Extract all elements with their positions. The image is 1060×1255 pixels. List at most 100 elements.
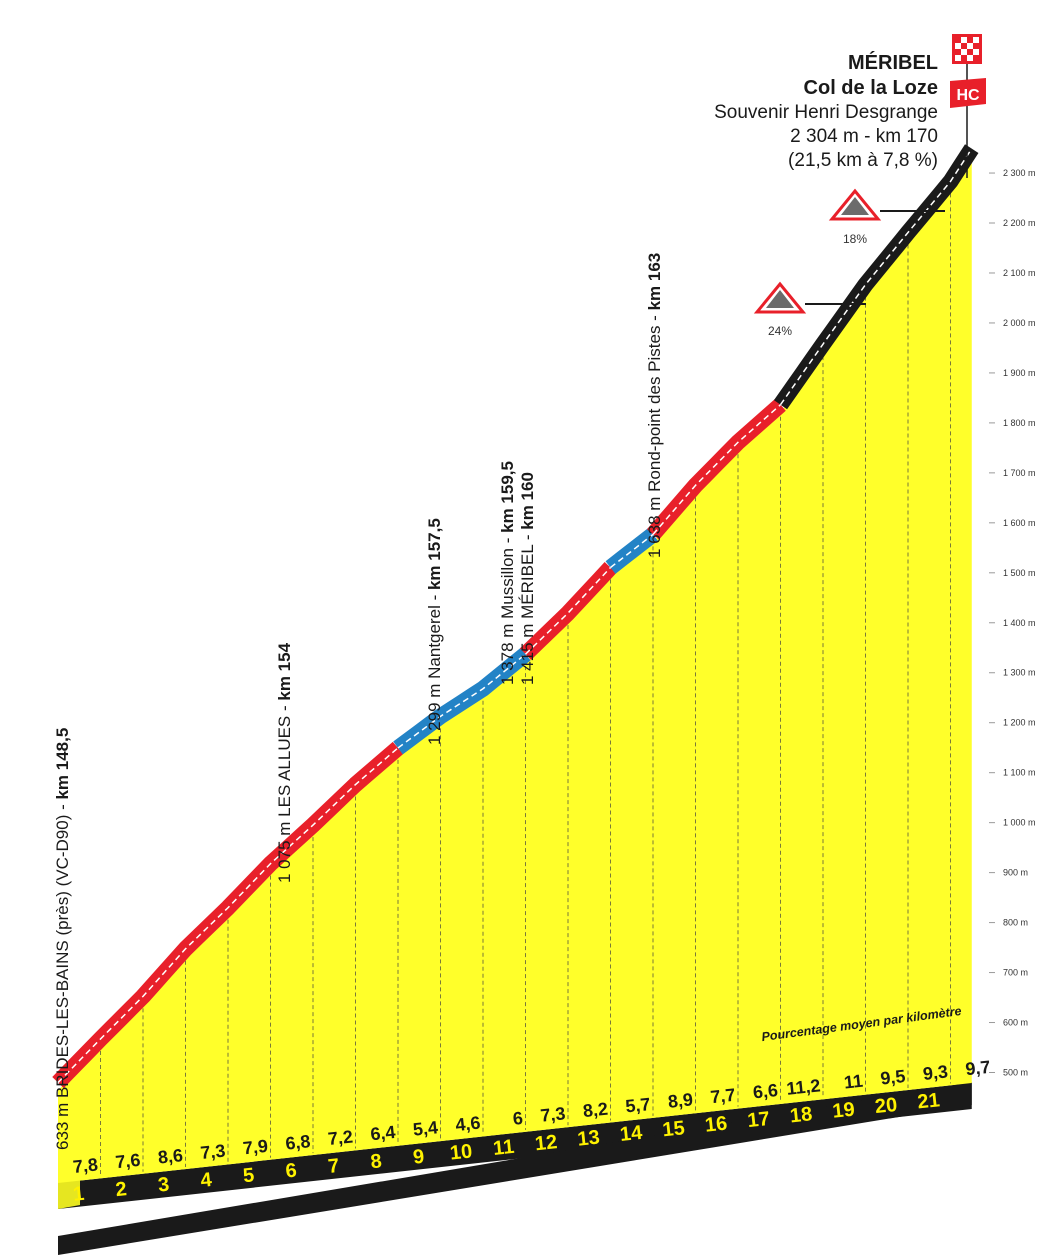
km-number: 1 [72, 1183, 85, 1206]
waypoint-km: km 154 [275, 642, 294, 700]
km-number: 3 [157, 1174, 170, 1197]
road-line [52, 144, 979, 1089]
km-gradient-value: 7,2 [327, 1127, 354, 1150]
axis-tick-label: 1 800 m [1003, 418, 1036, 428]
km-band-bottom [58, 1082, 972, 1255]
waypoint-labels: 633 m BRIDES-LES-BAINS (près) (VC-D90) -… [53, 253, 664, 1150]
km-gradient-value: 6,8 [284, 1131, 311, 1154]
km-number: 16 [704, 1113, 728, 1137]
axis-tick-label: 900 m [1003, 868, 1028, 878]
waypoint-km: km 163 [645, 253, 664, 311]
road-centerline [57, 747, 399, 1084]
waypoint-text: 1 415 m MÉRIBEL - [518, 530, 537, 685]
axis-tick-label: 1 600 m [1003, 518, 1036, 528]
km-number: 19 [831, 1099, 855, 1123]
km-gradient-value: 6 [512, 1108, 524, 1129]
waypoint-text: 1 075 m LES ALLUES - [275, 701, 294, 883]
axis-tick-label: 2 000 m [1003, 318, 1036, 328]
km-gradient-value: 4,6 [454, 1113, 481, 1136]
km-number: 7 [327, 1155, 340, 1178]
km-number: 11 [492, 1136, 515, 1160]
waypoint-km: km 148,5 [53, 728, 72, 800]
steep-marker-label: 24% [768, 324, 792, 338]
waypoint-label: 1 638 m Rond-point des Pistes - km 163 [645, 253, 664, 558]
km-gradient-value: 8,2 [582, 1099, 609, 1122]
axis-tick-label: 600 m [1003, 1018, 1028, 1028]
summit-souvenir: Souvenir Henri Desgrange [714, 102, 938, 123]
waypoint-text: 1 378 m Mussillon - [498, 533, 517, 685]
axis-tick-label: 1 500 m [1003, 568, 1036, 578]
hc-category-badge: HC [950, 78, 986, 108]
km-number: 12 [534, 1131, 558, 1155]
waypoint-km: km 157,5 [425, 518, 444, 590]
km-gradient-value: 7,3 [199, 1140, 226, 1163]
km-number: 5 [242, 1164, 255, 1187]
waypoint-km: km 160 [518, 472, 537, 530]
km-gradient-value: 8,9 [667, 1089, 694, 1112]
waypoint-label: 1 075 m LES ALLUES - km 154 [275, 642, 294, 883]
waypoint-label: 1 299 m Nantgerel - km 157,5 [425, 518, 444, 745]
km-gradient-value: 11 [843, 1071, 864, 1093]
km-gradient-value: 7,8 [72, 1154, 99, 1177]
km-dividers [100, 193, 951, 1177]
waypoint-km: km 159,5 [498, 461, 517, 533]
km-gradient-value: 6,6 [752, 1080, 779, 1103]
km-gradient-value: 9,7 [964, 1057, 991, 1080]
km-gradient-value: 7,3 [539, 1103, 566, 1126]
waypoint-label: 633 m BRIDES-LES-BAINS (près) (VC-D90) -… [53, 728, 72, 1150]
summit-altitude-km: 2 304 m - km 170 [790, 126, 938, 147]
km-gradient-value: 6,4 [369, 1122, 396, 1145]
axis-tick-label: 2 300 m [1003, 168, 1036, 178]
km-number: 17 [746, 1108, 770, 1132]
mountain-icon [766, 290, 794, 308]
km-number: 15 [661, 1117, 685, 1141]
km-number: 20 [874, 1094, 898, 1118]
km-gradient-value: 9,5 [879, 1066, 906, 1089]
km-band-face [58, 1083, 972, 1209]
road-centerline [524, 567, 612, 655]
steep-marker-24: 24% [753, 281, 866, 338]
km-gradient-value: 9,3 [922, 1061, 949, 1084]
km-number: 10 [449, 1140, 473, 1164]
km-gradient-value: 8,6 [157, 1145, 184, 1168]
category-label: HC [956, 87, 980, 104]
elevation-axis: 500 m 600 m 700 m 800 m 900 m 1 000 m 1 100 m 1… [989, 168, 1036, 1078]
km-number: 8 [369, 1150, 382, 1173]
waypoint-label: 1 415 m MÉRIBEL - km 160 [518, 472, 537, 685]
axis-tick-label: 1 300 m [1003, 668, 1036, 678]
km-gradient-value: 7,7 [709, 1085, 736, 1108]
road-centerline [397, 653, 526, 749]
axis-tick-label: 1 400 m [1003, 618, 1036, 628]
mountain-icon [841, 197, 869, 215]
km-gradient-value: 7,9 [242, 1136, 269, 1159]
km-gradients: 7,8 7,6 8,6 7,3 7,9 6,8 7,2 6,4 5,4 4,6 6 7,3 8,2 5,7… [72, 1057, 991, 1177]
km-number: 6 [284, 1160, 297, 1183]
km-gradient-value: 7,6 [114, 1150, 141, 1173]
waypoint-text: 1 299 m Nantgerel - [425, 590, 444, 745]
road-centerline [779, 148, 973, 406]
km-number: 14 [619, 1122, 644, 1146]
axis-tick-label: 1 700 m [1003, 468, 1036, 478]
axis-tick-label: 800 m [1003, 918, 1028, 928]
summit-climb-stats: (21,5 km à 7,8 %) [788, 150, 938, 171]
axis-tick-label: 2 100 m [1003, 268, 1036, 278]
finish-flag-icon [952, 34, 982, 64]
km-number: 9 [412, 1146, 425, 1169]
summit-town: MÉRIBEL [848, 51, 938, 74]
km-number: 13 [576, 1126, 600, 1150]
axis-tick-label: 500 m [1003, 1068, 1028, 1078]
waypoint-text: 1 638 m Rond-point des Pistes - [645, 310, 664, 558]
axis-tick-label: 2 200 m [1003, 218, 1036, 228]
km-number: 21 [916, 1089, 940, 1113]
steep-marker-label: 18% [843, 232, 867, 246]
axis-tick-label: 1 000 m [1003, 818, 1036, 828]
km-number: 18 [789, 1103, 813, 1127]
profile-area [58, 156, 972, 1183]
axis-tick-label: 1 200 m [1003, 718, 1036, 728]
km-number: 4 [199, 1169, 213, 1192]
km-gradient-value: 11,2 [785, 1075, 821, 1098]
axis-tick-label: 1 900 m [1003, 368, 1036, 378]
waypoint-label: 1 378 m Mussillon - km 159,5 [498, 461, 517, 685]
steep-marker-18: 18% [828, 188, 945, 246]
